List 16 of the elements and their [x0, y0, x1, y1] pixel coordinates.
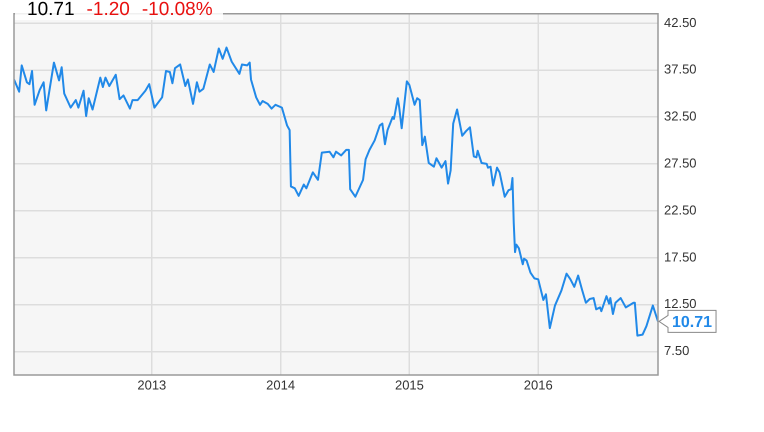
x-tick-label: 2016: [524, 377, 553, 392]
y-tick-label: 22.50: [664, 202, 697, 218]
annotation: -1.20: [86, 0, 130, 20]
y-tick-label: 7.50: [664, 343, 690, 358]
x-tick-label: 2014: [266, 377, 296, 392]
chart-title: 10.71: [27, 0, 75, 20]
y-tick-label: 27.50: [664, 155, 697, 170]
x-tick-label: 2013: [137, 377, 166, 392]
y-tick-label: 12.50: [664, 296, 697, 312]
annotation: -10.08%: [142, 0, 213, 20]
x-tick-label: 2015: [394, 377, 424, 392]
y-tick-label: 17.50: [664, 249, 697, 264]
y-tick-label: 42.50: [664, 14, 697, 30]
annotation: 10.71: [672, 314, 712, 331]
y-tick-label: 37.50: [664, 62, 697, 77]
y-tick-label: 32.50: [664, 108, 697, 124]
